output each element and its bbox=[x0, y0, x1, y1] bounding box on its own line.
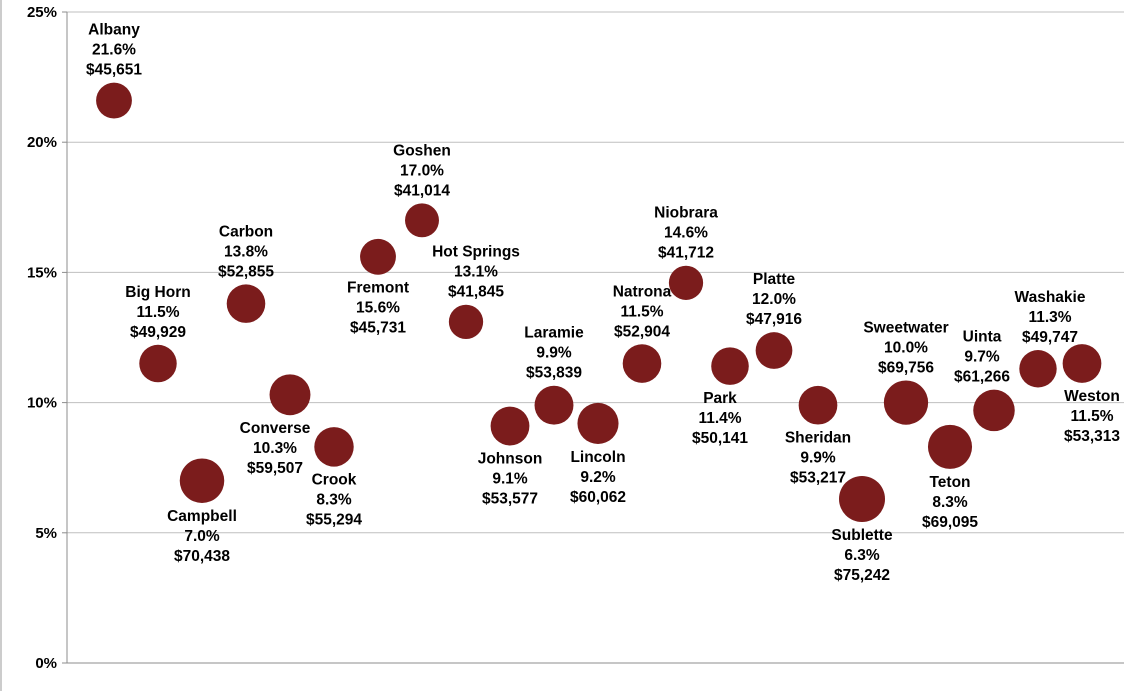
data-label-converse: Converse 10.3% $59,507 bbox=[240, 420, 311, 477]
data-label-washakie: Washakie 11.3% $49,747 bbox=[1015, 289, 1086, 346]
bubbles bbox=[96, 82, 1102, 522]
y-tick-label: 15% bbox=[27, 264, 57, 281]
bubble-laramie bbox=[534, 385, 574, 425]
bubble-sheridan bbox=[798, 385, 838, 425]
gridlines bbox=[67, 11, 1124, 664]
bubble-washakie bbox=[1019, 350, 1057, 388]
data-label-teton: Teton 8.3% $69,095 bbox=[922, 474, 978, 531]
bubble-converse bbox=[269, 374, 311, 416]
bubble-big-horn bbox=[139, 344, 177, 383]
data-label-goshen: Goshen 17.0% $41,014 bbox=[393, 142, 451, 199]
bubble-lincoln bbox=[577, 402, 619, 444]
bubble-campbell bbox=[179, 458, 225, 503]
bubble-fremont bbox=[360, 238, 396, 275]
data-label-campbell: Campbell 7.0% $70,438 bbox=[167, 508, 237, 565]
data-labels: Albany 21.6% $45,651 Big Horn 11.5% $49,929 Ca… bbox=[86, 22, 1120, 584]
y-tick-label: 5% bbox=[35, 525, 57, 542]
bubble-goshen bbox=[405, 203, 439, 238]
data-label-natrona: Natrona 11.5% $52,904 bbox=[613, 283, 672, 340]
bubble-platte bbox=[755, 332, 793, 369]
bubble-weston bbox=[1062, 344, 1102, 383]
data-label-carbon: Carbon 13.8% $52,855 bbox=[218, 223, 274, 280]
y-tick-label: 10% bbox=[27, 395, 57, 412]
data-label-albany: Albany 21.6% $45,651 bbox=[86, 22, 142, 79]
data-label-hot-springs: Hot Springs 13.1% $41,845 bbox=[432, 244, 520, 301]
data-label-platte: Platte 12.0% $47,916 bbox=[746, 271, 802, 328]
y-tick-label: 25% bbox=[27, 4, 57, 21]
y-tick-label: 20% bbox=[27, 134, 57, 151]
bubble-johnson bbox=[490, 406, 530, 446]
bubble-sublette bbox=[839, 475, 885, 522]
bubble-natrona bbox=[622, 344, 662, 383]
bubble-hot-springs bbox=[448, 304, 484, 340]
bubble-albany bbox=[96, 82, 132, 119]
data-label-fremont: Fremont 15.6% $45,731 bbox=[347, 280, 409, 337]
data-label-crook: Crook 8.3% $55,294 bbox=[306, 472, 362, 529]
data-label-lincoln: Lincoln 9.2% $60,062 bbox=[570, 449, 626, 506]
y-tick-label: 0% bbox=[35, 655, 57, 672]
data-label-sweetwater: Sweetwater 10.0% $69,756 bbox=[863, 319, 948, 376]
data-label-big-horn: Big Horn 11.5% $49,929 bbox=[125, 284, 190, 341]
data-label-sheridan: Sheridan 9.9% $53,217 bbox=[785, 430, 851, 487]
data-label-sublette: Sublette 6.3% $75,242 bbox=[831, 527, 893, 584]
bubble-uinta bbox=[973, 389, 1015, 432]
data-label-laramie: Laramie 9.9% $53,839 bbox=[524, 325, 584, 382]
bubble-carbon bbox=[226, 284, 266, 323]
bubble-niobrara bbox=[668, 265, 704, 300]
data-label-park: Park 11.4% $50,141 bbox=[692, 390, 748, 447]
y-axis: 0% 5% 10% 15% 20% 25% bbox=[0, 0, 68, 691]
data-label-johnson: Johnson 9.1% $53,577 bbox=[478, 450, 543, 507]
data-label-niobrara: Niobrara 14.6% $41,712 bbox=[654, 205, 718, 262]
bubble-sweetwater bbox=[883, 380, 929, 425]
data-label-uinta: Uinta 9.7% $61,266 bbox=[954, 329, 1010, 386]
data-label-weston: Weston 11.5% $53,313 bbox=[1064, 388, 1120, 445]
bubble-teton bbox=[927, 424, 973, 469]
bubble-park bbox=[711, 347, 749, 385]
bubble-crook bbox=[314, 427, 354, 467]
